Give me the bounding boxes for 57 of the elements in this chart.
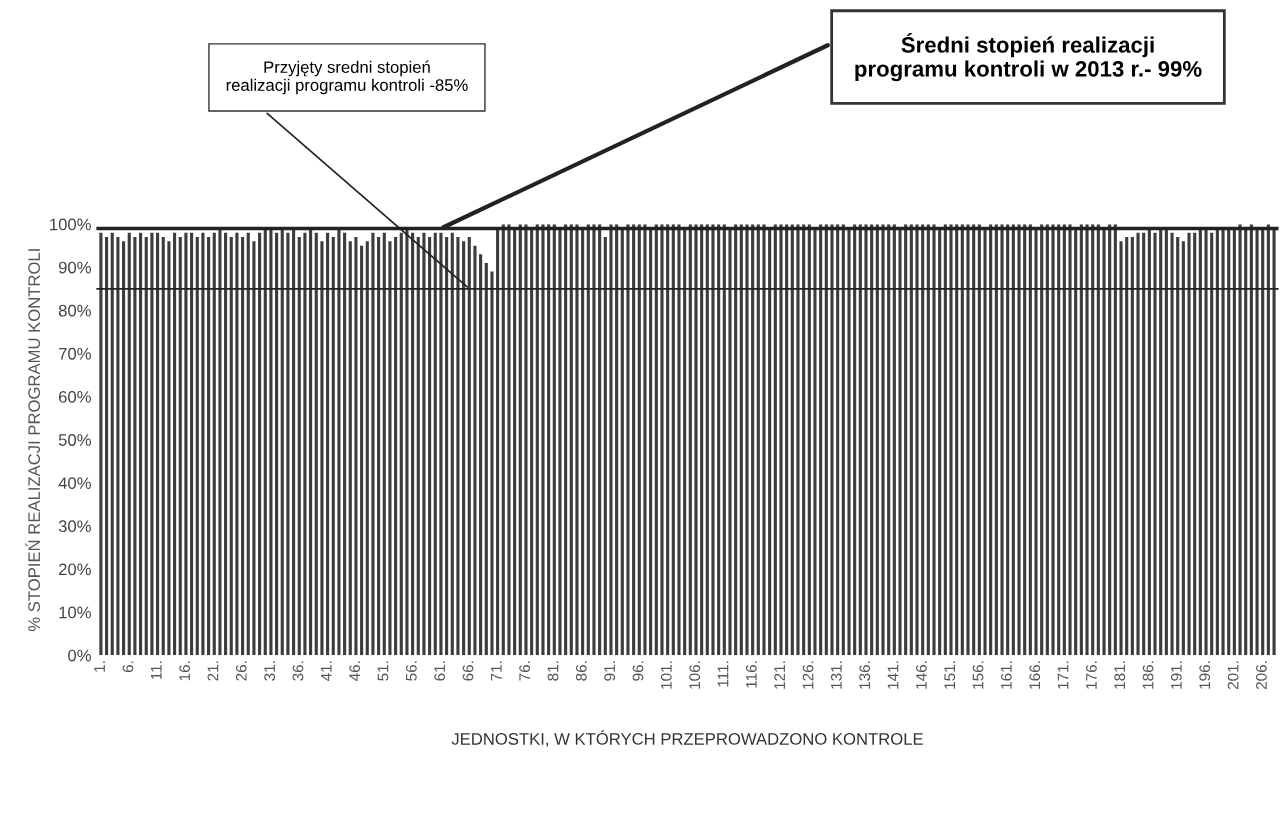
x-tick-label: 16. (179, 661, 191, 681)
x-tick-label: 201. (1227, 661, 1239, 690)
annotation: Przyjęty sredni stopień realizacji programu kontroli -85% (226, 60, 468, 95)
x-tick-label: 106. (689, 661, 701, 689)
x-tick-label: 91. (604, 661, 616, 681)
x-tick-label: 36. (292, 661, 304, 681)
y-tick-label: 30% (58, 520, 91, 533)
y-tick-label: 90% (58, 261, 91, 274)
x-tick-label: 151. (944, 661, 956, 689)
y-tick-label: 40% (58, 477, 91, 490)
x-tick-label: 191. (1170, 661, 1182, 689)
x-tick-label: 141. (887, 661, 899, 689)
x-tick-label: 46. (349, 661, 361, 682)
x-tick-label: 61. (434, 661, 446, 681)
x-tick-label: 136. (859, 661, 871, 689)
y-tick-label: 50% (58, 434, 91, 446)
y-axis-title: % STOPIEŃ REALIZACJI PROGRAMU KONTROLI (25, 249, 41, 632)
x-tick-label: 41. (321, 661, 332, 682)
x-tick-label: 131. (830, 661, 842, 689)
x-tick-label: 31. (264, 661, 276, 681)
x-tick-label: 116. (745, 661, 757, 688)
x-tick-label: 11. (151, 661, 162, 680)
y-tick-label: 100% (50, 218, 91, 231)
x-tick-label: 121. (774, 661, 785, 689)
y-tick-label: 10% (59, 606, 91, 619)
x-tick-label: 21. (207, 661, 219, 681)
x-tick-label: 81. (547, 661, 559, 681)
x-tick-label: 6. (122, 661, 134, 673)
x-tick-label: 166. (1029, 661, 1041, 689)
x-axis-title: JEDNOSTKI, W KTÓRYCH PRZEPROWADZONO KONTROLE (451, 730, 923, 747)
y-tick-label: 20% (59, 563, 91, 576)
x-tick-label: 96. (632, 661, 644, 681)
x-tick-label: 66. (462, 661, 474, 681)
y-tick-label: 60% (59, 390, 91, 403)
x-tick-label: 111. (717, 661, 729, 687)
x-tick-label: 126. (802, 661, 814, 689)
x-tick-label: 56. (405, 661, 417, 681)
y-tick-label: 0% (68, 649, 91, 662)
x-tick-label: 206. (1255, 661, 1267, 690)
x-tick-label: 176. (1085, 661, 1097, 689)
y-tick-label: 80% (58, 304, 91, 317)
x-tick-label: 26. (235, 661, 247, 681)
x-tick-label: 101. (660, 661, 672, 689)
x-tick-label: 76. (519, 661, 531, 681)
x-tick-label: 196. (1199, 661, 1211, 689)
annotation: Średni stopień realizacji programu kontroli w 2013 r.- 99% (855, 32, 1202, 82)
x-tick-label: 71. (491, 661, 502, 681)
x-tick-label: 51. (377, 661, 389, 681)
x-tick-label: 171. (1057, 661, 1069, 689)
x-tick-label: 181. (1114, 661, 1126, 689)
x-tick-label: 86. (575, 661, 587, 681)
x-tick-label: 186. (1142, 661, 1154, 689)
x-tick-label: 146. (915, 661, 927, 689)
x-tick-label: 156. (972, 661, 984, 689)
y-tick-label: 70% (59, 347, 91, 360)
x-tick-label: 1. (94, 661, 105, 672)
x-tick-label: 161. (1000, 661, 1012, 689)
